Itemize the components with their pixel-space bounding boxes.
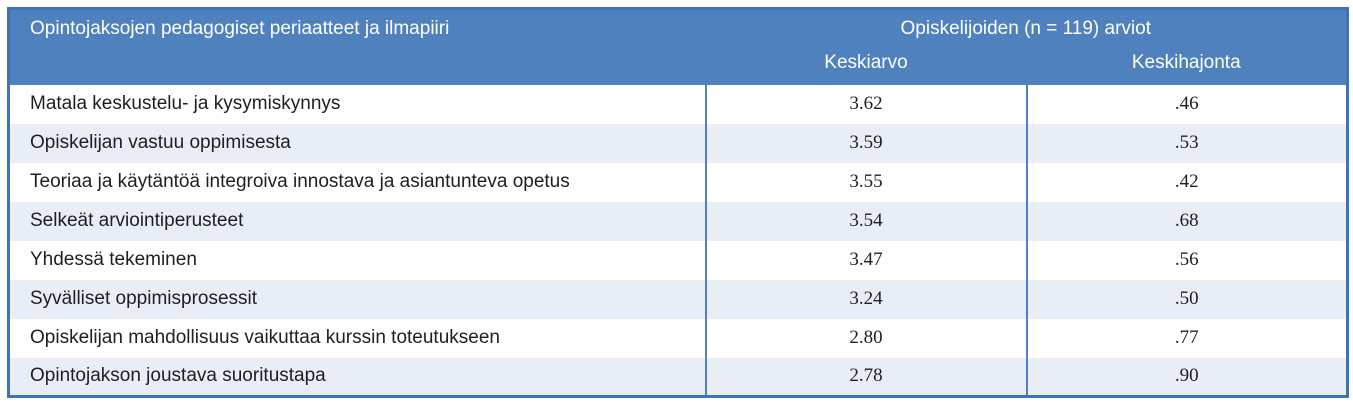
row-mean: 3.62 [704,84,1027,124]
row-sd: .56 [1025,240,1348,280]
row-label: Matala keskustelu- ja kysymiskynnys [8,84,706,124]
row-label: Syvälliset oppimisprosessit [8,279,706,319]
row-sd: .46 [1025,84,1348,124]
row-label: Opiskelijan mahdollisuus vaikuttaa kurss… [8,318,706,358]
table-title: Opintojaksojen pedagogiset periaatteet j… [8,8,706,48]
table-row: Opintojakson joustava suoritustapa 2.78 … [8,357,1348,397]
row-mean: 3.55 [704,162,1027,202]
row-mean: 3.24 [704,279,1027,319]
row-mean: 3.59 [704,123,1027,163]
table-row: Syvälliset oppimisprosessit 3.24 .50 [8,279,1348,319]
row-sd: .50 [1025,279,1348,319]
row-mean: 3.47 [704,240,1027,280]
empty-header-cell [8,47,706,85]
column-header-mean: Keskiarvo [705,47,1027,85]
row-mean: 3.54 [704,201,1027,241]
column-header-sd: Keskihajonta [1026,47,1348,85]
header-row-titles: Opintojaksojen pedagogiset periaatteet j… [8,8,1348,48]
table-row: Matala keskustelu- ja kysymiskynnys 3.62… [8,84,1348,124]
table-row: Opiskelijan mahdollisuus vaikuttaa kurss… [8,318,1348,358]
table-row: Opiskelijan vastuu oppimisesta 3.59 .53 [8,123,1348,163]
row-sd: .68 [1025,201,1348,241]
table-header: Opintojaksojen pedagogiset periaatteet j… [8,8,1348,85]
table-row: Teoriaa ja käytäntöä integroiva innostav… [8,162,1348,202]
table-row: Selkeät arviointiperusteet 3.54 .68 [8,201,1348,241]
ratings-group-header: Opiskelijoiden (n = 119) arviot [705,8,1348,48]
row-label: Teoriaa ja käytäntöä integroiva innostav… [8,162,706,202]
row-label: Opintojakson joustava suoritustapa [8,357,706,397]
pedagogical-principles-table: Opintojaksojen pedagogiset periaatteet j… [7,7,1350,398]
row-sd: .42 [1025,162,1348,202]
row-label: Opiskelijan vastuu oppimisesta [8,123,706,163]
row-label: Selkeät arviointiperusteet [8,201,706,241]
row-sd: .53 [1025,123,1348,163]
row-label: Yhdessä tekeminen [8,240,706,280]
table-body: Matala keskustelu- ja kysymiskynnys 3.62… [8,84,1348,397]
row-sd: .90 [1025,357,1348,397]
row-sd: .77 [1025,318,1348,358]
header-row-columns: Keskiarvo Keskihajonta [8,47,1348,85]
row-mean: 2.80 [704,318,1027,358]
row-mean: 2.78 [704,357,1027,397]
table-row: Yhdessä tekeminen 3.47 .56 [8,240,1348,280]
